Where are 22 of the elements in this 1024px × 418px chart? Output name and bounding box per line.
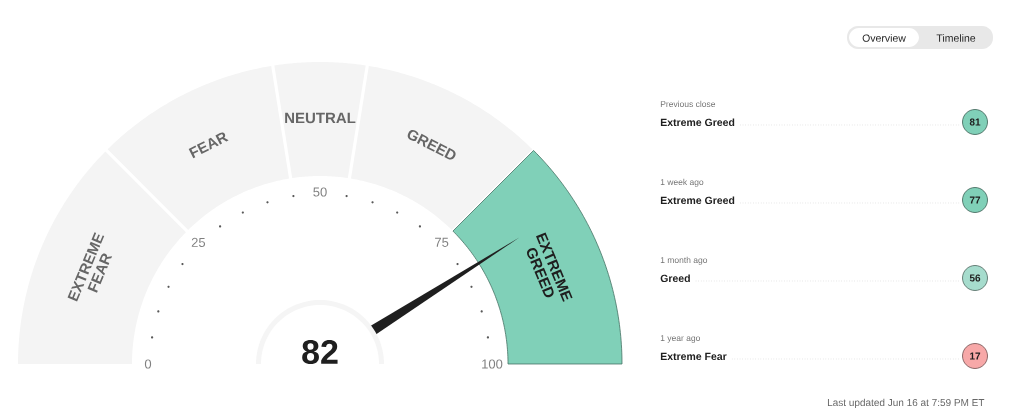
category-label: Extreme Greed bbox=[660, 196, 735, 205]
data-label: 81 bbox=[969, 118, 981, 126]
text: 0 bbox=[144, 359, 152, 369]
category-label: 1 week ago bbox=[660, 178, 704, 187]
text: 100 bbox=[482, 359, 503, 369]
category-label: Previous close bbox=[660, 100, 716, 108]
text: Last updated Jun 16 at 7:59 PM ET bbox=[827, 398, 985, 409]
data-label: 56 bbox=[969, 274, 981, 282]
text: Timeline bbox=[936, 34, 976, 42]
data-label: 17 bbox=[970, 352, 981, 360]
text: Overview bbox=[862, 34, 906, 42]
text: 82 bbox=[302, 339, 338, 365]
category-label: 1 year ago bbox=[660, 335, 701, 343]
text: 50 bbox=[313, 187, 327, 197]
category-label: Extreme Fear bbox=[660, 352, 727, 361]
data-label: 77 bbox=[969, 196, 981, 204]
slice-label: NEUTRAL bbox=[285, 112, 356, 124]
category-label: 1 month ago bbox=[660, 256, 708, 265]
category-label: Extreme Greed bbox=[660, 118, 735, 127]
text: 25 bbox=[191, 237, 206, 247]
text: 75 bbox=[435, 237, 449, 247]
category-label: Greed bbox=[660, 274, 690, 283]
